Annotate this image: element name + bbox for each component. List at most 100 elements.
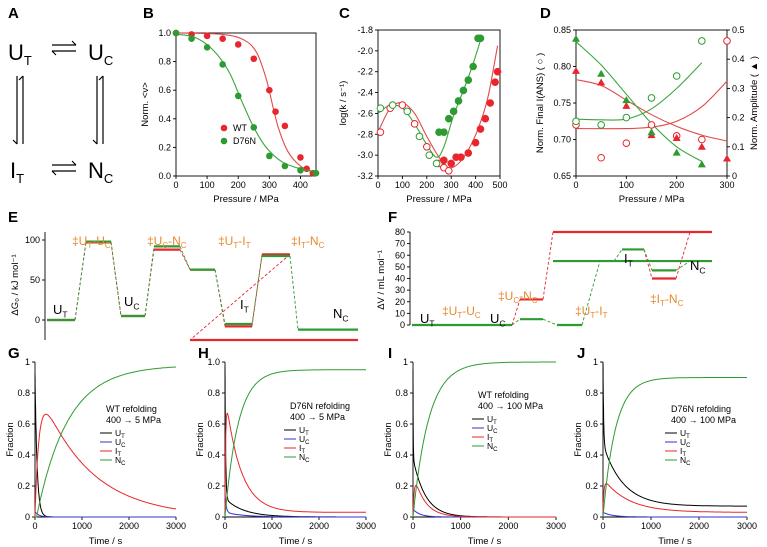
data-point-circle [698,37,706,45]
legend-label: UT [299,425,309,437]
legend-label: UT [487,414,497,426]
curve-nc [602,377,747,517]
connector-d76n [214,269,226,325]
curve-it [224,412,366,513]
x-tick-label: 0 [222,521,227,531]
data-point-wt [297,154,304,161]
x-tick-label: 300 [262,180,277,190]
y-axis-title: Fraction [573,422,584,456]
y-tick-label: 0 [403,512,408,522]
data-point [410,120,419,128]
curve-uc [34,511,176,518]
y-tick-label: 0.65 [553,171,571,181]
y-tick-label: 0.75 [553,98,571,108]
data-point-d76n [172,29,180,37]
scheme-uc: UC [88,40,113,68]
y-tick-label: 20 [395,297,405,307]
legend-label: D76N [233,136,256,146]
panel-i-chart: 0 1000 2000 3000 0 0.2 0.4 0.6 0.8 1 Time / s Fract… [383,357,566,547]
ts-label-ut-it: ‡UT-IT [218,234,251,250]
panel-label-b: B [143,5,154,22]
data-point [398,101,407,109]
data-point-d76n [312,169,320,177]
x-tick-label: 400 [468,180,483,190]
panel-label-j: J [577,345,585,362]
data-point [423,143,431,151]
curve-nc [35,366,176,518]
x-axis-title: Time / s [279,536,313,547]
data-point [476,125,485,133]
y-tick-label: 10 [395,308,405,318]
data-point-triangle [597,69,606,77]
legend-label: IT [680,446,686,458]
panel-label-h: H [198,345,209,362]
y-tick-label: 0 [732,171,737,181]
connector-wt [675,231,691,279]
data-point-wt [203,32,211,40]
y-tick-label: 0.8 [585,388,598,398]
ts-label-it-nc: ‡IT-NC [291,234,325,250]
data-point-circle [698,135,706,144]
y-tick-label: -3.0 [357,150,373,160]
y-tick-label: 0.2 [732,113,745,123]
y-tick-label: 50 [395,262,405,272]
annotation-pressure: 400 → 100 MPa [671,415,736,425]
panel-b-chart: 0 100 200 300 400 0.0 0.2 0.4 0.6 0.8 1.0 Pressure … [140,28,320,205]
data-point [447,159,456,168]
legend-label: NC [680,455,691,467]
data-point-d76n [203,44,211,51]
x-tick-label: 3000 [356,521,376,531]
y-tick-label: 0.80 [553,62,571,72]
connector-wt [189,254,291,341]
legend-label: UC [680,437,691,449]
data-point-triangle [672,148,681,156]
y-axis-title: ΔG₀ / kJ mol⁻¹ [10,254,21,315]
y2-axis-title: Norm. Amplitude ( ▲ ) [749,56,760,150]
curve-nc [224,369,366,517]
legend-label: NC [115,455,126,467]
panel-label-g: G [8,345,20,362]
x-tick-label: 300 [444,180,459,190]
connector-d76n [542,318,558,326]
state-label-nc: NC [333,306,348,323]
x-tick-label: 0 [600,521,605,531]
y-axis-title: Fraction [383,422,394,456]
plot-frame [377,29,501,177]
x-tick-label: 100 [200,180,215,190]
panel-label-f: F [388,209,397,226]
connector-d76n [643,249,653,271]
y-tick-label: -1.8 [357,25,373,35]
y-tick-label: -2.4 [357,88,373,98]
y-tick-label: 0.6 [158,85,171,95]
y-tick-label: 0.3 [732,83,745,93]
legend-label: NC [299,452,310,464]
data-point-wt [266,86,273,94]
data-point-d76n [250,124,258,131]
data-point-d76n [297,166,304,174]
state-label-nc: NC [690,258,705,275]
connector-d76n [581,260,601,326]
y-tick-label: 0.2 [585,481,598,491]
x-axis-title: Time / s [658,536,692,547]
y-axis-title: log(k / s⁻¹) [338,81,349,126]
y-tick-label: 60 [395,250,405,260]
curve-uc [602,511,747,518]
data-point-circle [597,121,605,129]
connector-d76n [289,255,299,330]
curve-it [34,413,177,517]
connector-d76n [251,255,263,325]
ts-label-ut-uc: ‡UT-UC [442,304,481,320]
x-tick-label: 300 [719,180,734,190]
data-point-triangle [672,134,681,142]
curve-nc [412,361,556,517]
data-point-d76n [219,61,226,68]
y-tick-label: -2.0 [357,46,373,56]
panel-g-chart: 0 1000 2000 3000 0 0.2 0.4 0.6 0.8 1 Time / s Fract… [5,357,186,547]
y-tick-label: 0.4 [17,450,30,460]
y-tick-label: 0.4 [395,450,408,460]
y-tick-label: 0.2 [207,481,220,491]
x-tick-label: 1000 [641,521,661,531]
y-tick-label: 0 [35,315,40,325]
x-tick-label: 2000 [309,521,329,531]
x-tick-label: 0 [173,180,178,190]
